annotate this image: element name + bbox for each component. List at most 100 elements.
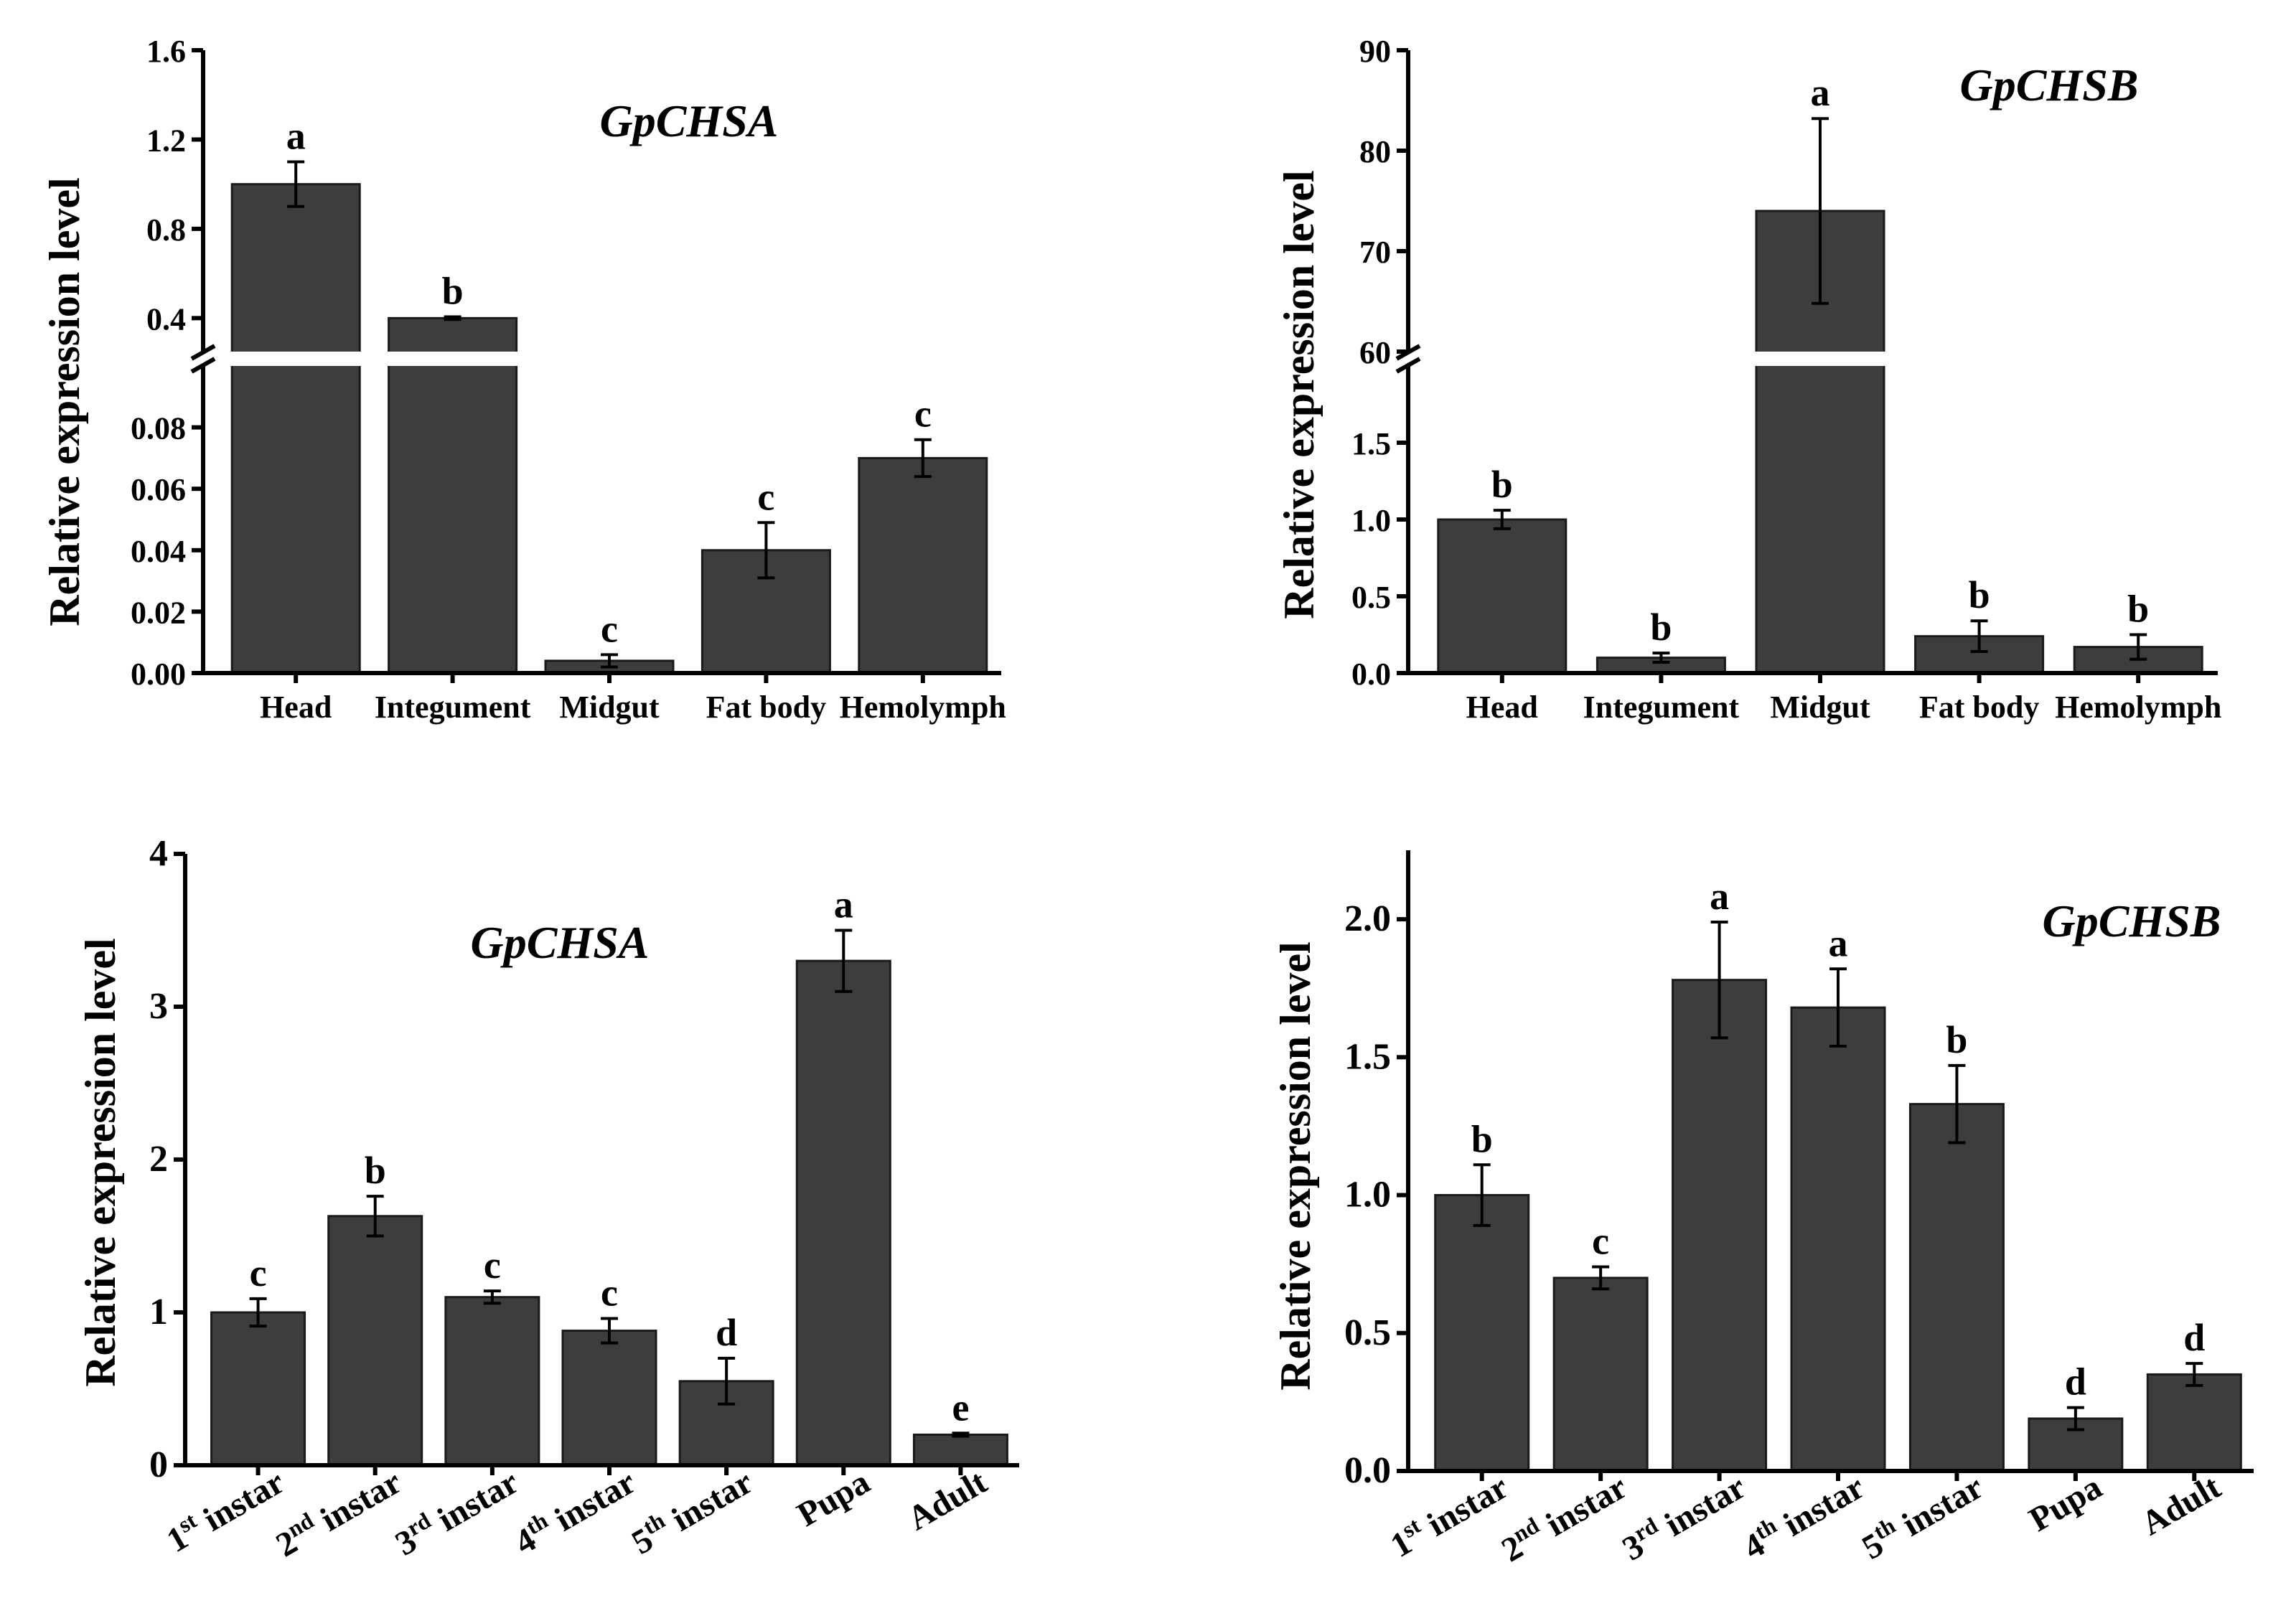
significance-label: c — [1592, 1220, 1609, 1263]
bar — [795, 959, 891, 1467]
bar — [1790, 1006, 1886, 1472]
bar — [1437, 518, 1568, 674]
significance-label: b — [1471, 1117, 1493, 1160]
significance-label: a — [1710, 875, 1729, 918]
x-tick-label: 1st instar — [1382, 1465, 1514, 1565]
axis-break-mark — [190, 357, 216, 374]
y-tick-label: 0.06 — [131, 472, 186, 507]
axis-break-mark — [190, 344, 216, 361]
y-tick-label: 0.0 — [1351, 657, 1391, 692]
y-tick-label: 0.00 — [131, 657, 186, 692]
y-tick-label: 1.6 — [146, 34, 186, 69]
y-tick-label: 1.5 — [1351, 426, 1391, 461]
x-tick-label: Adult — [2135, 1468, 2227, 1543]
y-tick-label: 1.0 — [1351, 503, 1391, 538]
x-tick-label: Integument — [375, 690, 531, 725]
y-tick-label: 0.5 — [1351, 580, 1391, 615]
x-tick-label: 2nd instar — [268, 1459, 408, 1564]
y-tick-label: 1.5 — [1344, 1036, 1391, 1077]
bar — [388, 316, 518, 674]
chart-chsb-tissue: GpCHSB Relative expression level b b a b b 0.0 0… — [1275, 34, 2221, 725]
bar — [1672, 979, 1768, 1472]
significance-label: c — [914, 392, 932, 436]
y-axis-label: Relative expression level — [1272, 941, 1319, 1390]
bar — [1552, 1277, 1649, 1472]
y-tick-label: 0.4 — [146, 301, 186, 337]
x-tick-label: Pupa — [2023, 1468, 2108, 1539]
bar — [1908, 1103, 2005, 1472]
y-axis-label: Relative expression level — [1275, 170, 1323, 619]
y-tick-label: 1.2 — [146, 123, 186, 158]
y-tick-label: 0.0 — [1344, 1450, 1391, 1491]
x-tick-label: Adult — [901, 1463, 993, 1538]
x-tick-label: Midgut — [1770, 690, 1870, 725]
significance-label: d — [2065, 1360, 2086, 1404]
x-tick-label: Hemolymph — [2055, 690, 2221, 725]
x-tick-label: Pupa — [791, 1463, 876, 1534]
significance-label: b — [1946, 1018, 1967, 1061]
significance-label: c — [757, 475, 774, 518]
y-tick-label: 1 — [149, 1292, 168, 1332]
significance-label: c — [250, 1251, 267, 1294]
x-tick-label: 5th instar — [624, 1459, 759, 1561]
significance-label: c — [484, 1244, 501, 1287]
y-tick-label: 60 — [1359, 335, 1391, 370]
chart-title: GpCHSB — [2043, 895, 2221, 946]
chart-title: GpCHSB — [1960, 60, 2139, 111]
y-tick-label: 2 — [149, 1139, 168, 1180]
x-tick-label: Integument — [1583, 690, 1740, 725]
x-tick-label: 5th instar — [1854, 1465, 1990, 1566]
y-tick-label: 80 — [1359, 134, 1391, 169]
bar — [1434, 1194, 1530, 1472]
significance-label: b — [1491, 463, 1513, 506]
significance-label: b — [1650, 606, 1672, 649]
significance-label: b — [365, 1149, 386, 1192]
x-tick-label: 4th instar — [1735, 1465, 1871, 1566]
significance-label: c — [601, 1271, 618, 1315]
x-tick-label: 2nd instar — [1494, 1465, 1634, 1569]
bar — [210, 1311, 306, 1467]
y-tick-label: 0.8 — [146, 212, 186, 248]
axis-break-gap — [1394, 352, 2218, 366]
significance-label: a — [286, 115, 306, 158]
x-tick-label: 4th instar — [507, 1459, 642, 1561]
significance-label: a — [1811, 71, 1830, 114]
y-axis-label: Relative expression level — [41, 177, 88, 626]
x-tick-label: 3rd instar — [1614, 1465, 1752, 1568]
y-tick-label: 0.02 — [131, 595, 186, 630]
axis-break-mark — [1395, 357, 1421, 374]
y-tick-label: 90 — [1359, 34, 1391, 69]
bar — [327, 1215, 423, 1467]
y-tick-label: 4 — [149, 833, 168, 874]
y-tick-label: 3 — [149, 986, 168, 1027]
significance-label: b — [2127, 588, 2149, 631]
significance-label: b — [442, 269, 464, 312]
significance-label: b — [1969, 573, 1990, 616]
x-tick-label: Head — [1466, 690, 1538, 725]
y-axis-label: Relative expression level — [77, 938, 124, 1386]
bar — [561, 1330, 657, 1467]
bar — [858, 456, 988, 674]
y-tick-label: 2.0 — [1344, 898, 1391, 939]
bar — [912, 1433, 1008, 1467]
chart-chsb-stage: GpCHSB Relative expression level b c a a b d d 0.… — [1272, 850, 2254, 1569]
bar — [2146, 1373, 2242, 1472]
significance-label: c — [601, 607, 618, 650]
significance-label: e — [952, 1386, 969, 1429]
x-tick-label: Midgut — [559, 690, 660, 725]
y-tick-label: 0.5 — [1344, 1312, 1391, 1353]
axis-break-gap — [189, 352, 1001, 366]
x-tick-label: Fat body — [706, 690, 826, 725]
y-tick-label: 70 — [1359, 235, 1391, 270]
chart-title: GpCHSA — [471, 917, 650, 968]
y-tick-label: 0.08 — [131, 411, 186, 446]
x-tick-label: Hemolymph — [840, 690, 1006, 725]
x-tick-label: Head — [260, 690, 332, 725]
x-tick-label: 1st instar — [159, 1459, 291, 1560]
significance-label: a — [834, 883, 853, 926]
x-tick-label: Fat body — [1919, 690, 2039, 725]
chart-chsa-tissue: GpCHSA Relative expression level a b c c c 0.00… — [41, 34, 1006, 725]
significance-label: d — [2183, 1316, 2205, 1359]
